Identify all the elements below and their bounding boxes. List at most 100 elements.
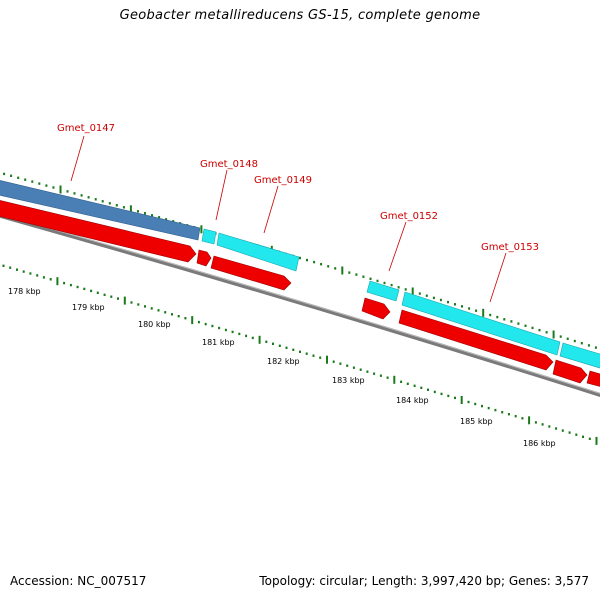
cds-arrow-0148[interactable] bbox=[196, 249, 212, 267]
outer-tick bbox=[538, 328, 541, 332]
genome-backbone bbox=[0, 213, 600, 397]
inner-tick bbox=[373, 372, 376, 375]
inner-tick bbox=[319, 356, 322, 359]
cds-arrow-0155[interactable] bbox=[586, 370, 600, 389]
outer-tick bbox=[454, 303, 456, 306]
inner-tick-ring bbox=[2, 264, 598, 445]
inner-tick bbox=[588, 437, 591, 440]
inner-tick bbox=[420, 386, 423, 389]
inner-tick bbox=[144, 305, 146, 308]
cds-arrow-0154[interactable] bbox=[552, 359, 588, 384]
outer-tick bbox=[510, 320, 513, 323]
outer-tick bbox=[73, 192, 76, 195]
outer-tick bbox=[341, 266, 344, 275]
inner-tick bbox=[238, 332, 241, 336]
outer-tick bbox=[144, 212, 146, 215]
outer-tick bbox=[404, 288, 407, 291]
inner-tick bbox=[83, 287, 86, 291]
inner-tick bbox=[595, 436, 598, 445]
outer-tick bbox=[348, 271, 351, 274]
inner-tick bbox=[150, 307, 153, 310]
outer-tick bbox=[517, 322, 520, 325]
outer-tick bbox=[200, 225, 203, 234]
outer-tick bbox=[475, 309, 478, 312]
outer-tick-ring bbox=[3, 172, 597, 349]
kbp-label-183: 183 kbp bbox=[332, 376, 365, 385]
inner-tick bbox=[56, 277, 59, 286]
outer-tick bbox=[468, 307, 471, 310]
cds-arrow-0152[interactable] bbox=[361, 297, 391, 320]
feature-gmet-0149[interactable] bbox=[216, 232, 300, 272]
kbp-label-186: 186 kbp bbox=[523, 439, 556, 448]
cds-arrow-0153[interactable] bbox=[398, 309, 554, 371]
outer-tick bbox=[80, 194, 83, 197]
inner-tick bbox=[16, 268, 18, 271]
inner-tick bbox=[548, 425, 551, 428]
inner-tick bbox=[501, 411, 504, 414]
gene-label-gmet-0153[interactable]: Gmet_0153 bbox=[481, 242, 539, 253]
outer-tick bbox=[397, 286, 400, 289]
outer-tick bbox=[115, 204, 118, 207]
outer-tick bbox=[158, 216, 161, 219]
inner-tick bbox=[467, 400, 470, 404]
feature-gmet-0154[interactable] bbox=[559, 342, 600, 371]
outer-tick bbox=[573, 339, 576, 343]
outer-tick bbox=[3, 172, 6, 176]
feature-gmet-0153[interactable] bbox=[401, 291, 561, 356]
outer-tick bbox=[10, 174, 13, 177]
kbp-label-178: 178 kbp bbox=[8, 287, 41, 296]
feature-gmet-0147[interactable] bbox=[0, 178, 201, 241]
cds-arrow-0147[interactable] bbox=[0, 198, 197, 263]
inner-tick bbox=[440, 392, 443, 396]
inner-tick bbox=[568, 431, 571, 434]
inner-tick bbox=[433, 390, 436, 394]
inner-tick bbox=[211, 324, 214, 328]
inner-tick bbox=[22, 270, 25, 273]
outer-tick bbox=[108, 202, 111, 205]
inner-tick bbox=[245, 334, 248, 338]
inner-tick bbox=[339, 362, 342, 365]
outer-tick bbox=[66, 190, 69, 193]
inner-tick bbox=[231, 330, 234, 334]
genome-backbone-highlight bbox=[0, 213, 600, 394]
outer-tick bbox=[369, 277, 372, 280]
outer-tick bbox=[531, 326, 534, 330]
inner-tick bbox=[521, 417, 524, 420]
kbp-label-179: 179 kbp bbox=[72, 303, 105, 312]
inner-tick bbox=[2, 264, 5, 267]
inner-tick bbox=[352, 366, 355, 369]
inner-tick bbox=[561, 429, 564, 432]
outer-tick bbox=[151, 214, 153, 217]
gene-label-gmet-0148[interactable]: Gmet_0148 bbox=[200, 159, 258, 170]
gene-label-gmet-0147[interactable]: Gmet_0147 bbox=[57, 123, 115, 134]
cds-arrow-0149[interactable] bbox=[210, 255, 292, 291]
outer-tick bbox=[355, 273, 358, 276]
inner-tick bbox=[555, 427, 558, 430]
accession-text: Accession: NC_007517 bbox=[10, 574, 147, 588]
gene-label-gmet-0152[interactable]: Gmet_0152 bbox=[380, 211, 438, 222]
outer-tick bbox=[580, 342, 583, 345]
inner-tick bbox=[103, 293, 106, 296]
inner-tick bbox=[528, 416, 531, 425]
outer-tick bbox=[137, 210, 139, 213]
inner-tick bbox=[272, 342, 274, 345]
outer-tick bbox=[334, 267, 337, 270]
inner-tick bbox=[413, 384, 416, 387]
inner-tick bbox=[218, 326, 221, 330]
kbp-label-180: 180 kbp bbox=[138, 320, 171, 329]
leader-gmet-0147 bbox=[70, 135, 85, 182]
feature-gmet-0152[interactable] bbox=[366, 280, 400, 302]
inner-tick bbox=[366, 370, 369, 373]
inner-tick bbox=[123, 296, 126, 305]
outer-tick bbox=[129, 205, 132, 214]
outer-tick bbox=[545, 331, 548, 334]
feature-gmet-0148[interactable] bbox=[201, 228, 217, 245]
outer-tick bbox=[390, 283, 393, 287]
gene-label-gmet-0149[interactable]: Gmet_0149 bbox=[254, 175, 312, 186]
outer-tick bbox=[94, 198, 97, 201]
outer-tick bbox=[552, 330, 555, 339]
outer-tick bbox=[172, 220, 175, 223]
outer-tick bbox=[432, 296, 435, 300]
outer-tick bbox=[559, 335, 562, 338]
